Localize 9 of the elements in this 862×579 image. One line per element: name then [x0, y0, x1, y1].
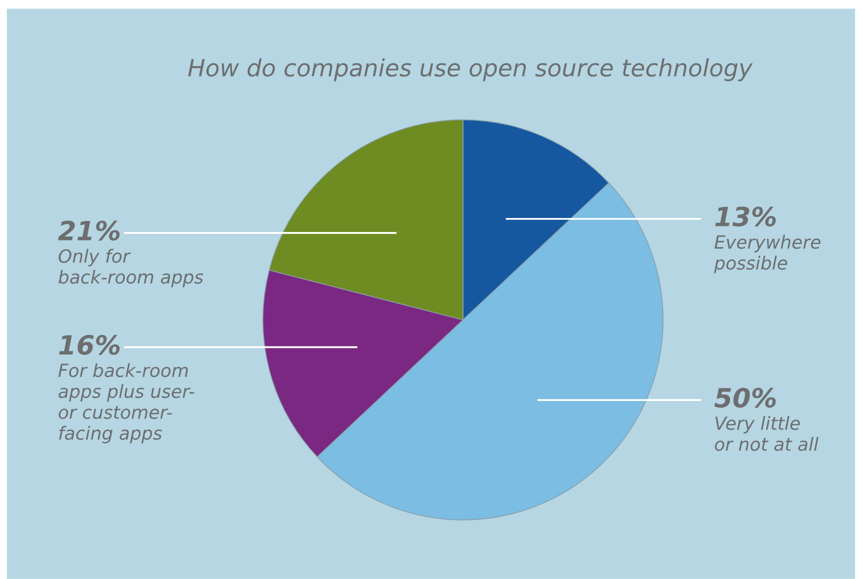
data-label: 16% — [59, 334, 120, 355]
data-label: 50% — [714, 388, 776, 408]
slice-label: Everywhere possible — [714, 234, 820, 274]
slice-label: Very little or not at all — [714, 416, 818, 451]
data-label: 21% — [58, 220, 120, 241]
data-label: 13% — [715, 206, 776, 227]
chart-title: How do companies use open source technology — [188, 58, 753, 82]
slice-label: Only for back-room apps — [58, 248, 204, 288]
slice-label: For back-room apps plus user- or customer- facing apps — [58, 363, 194, 444]
